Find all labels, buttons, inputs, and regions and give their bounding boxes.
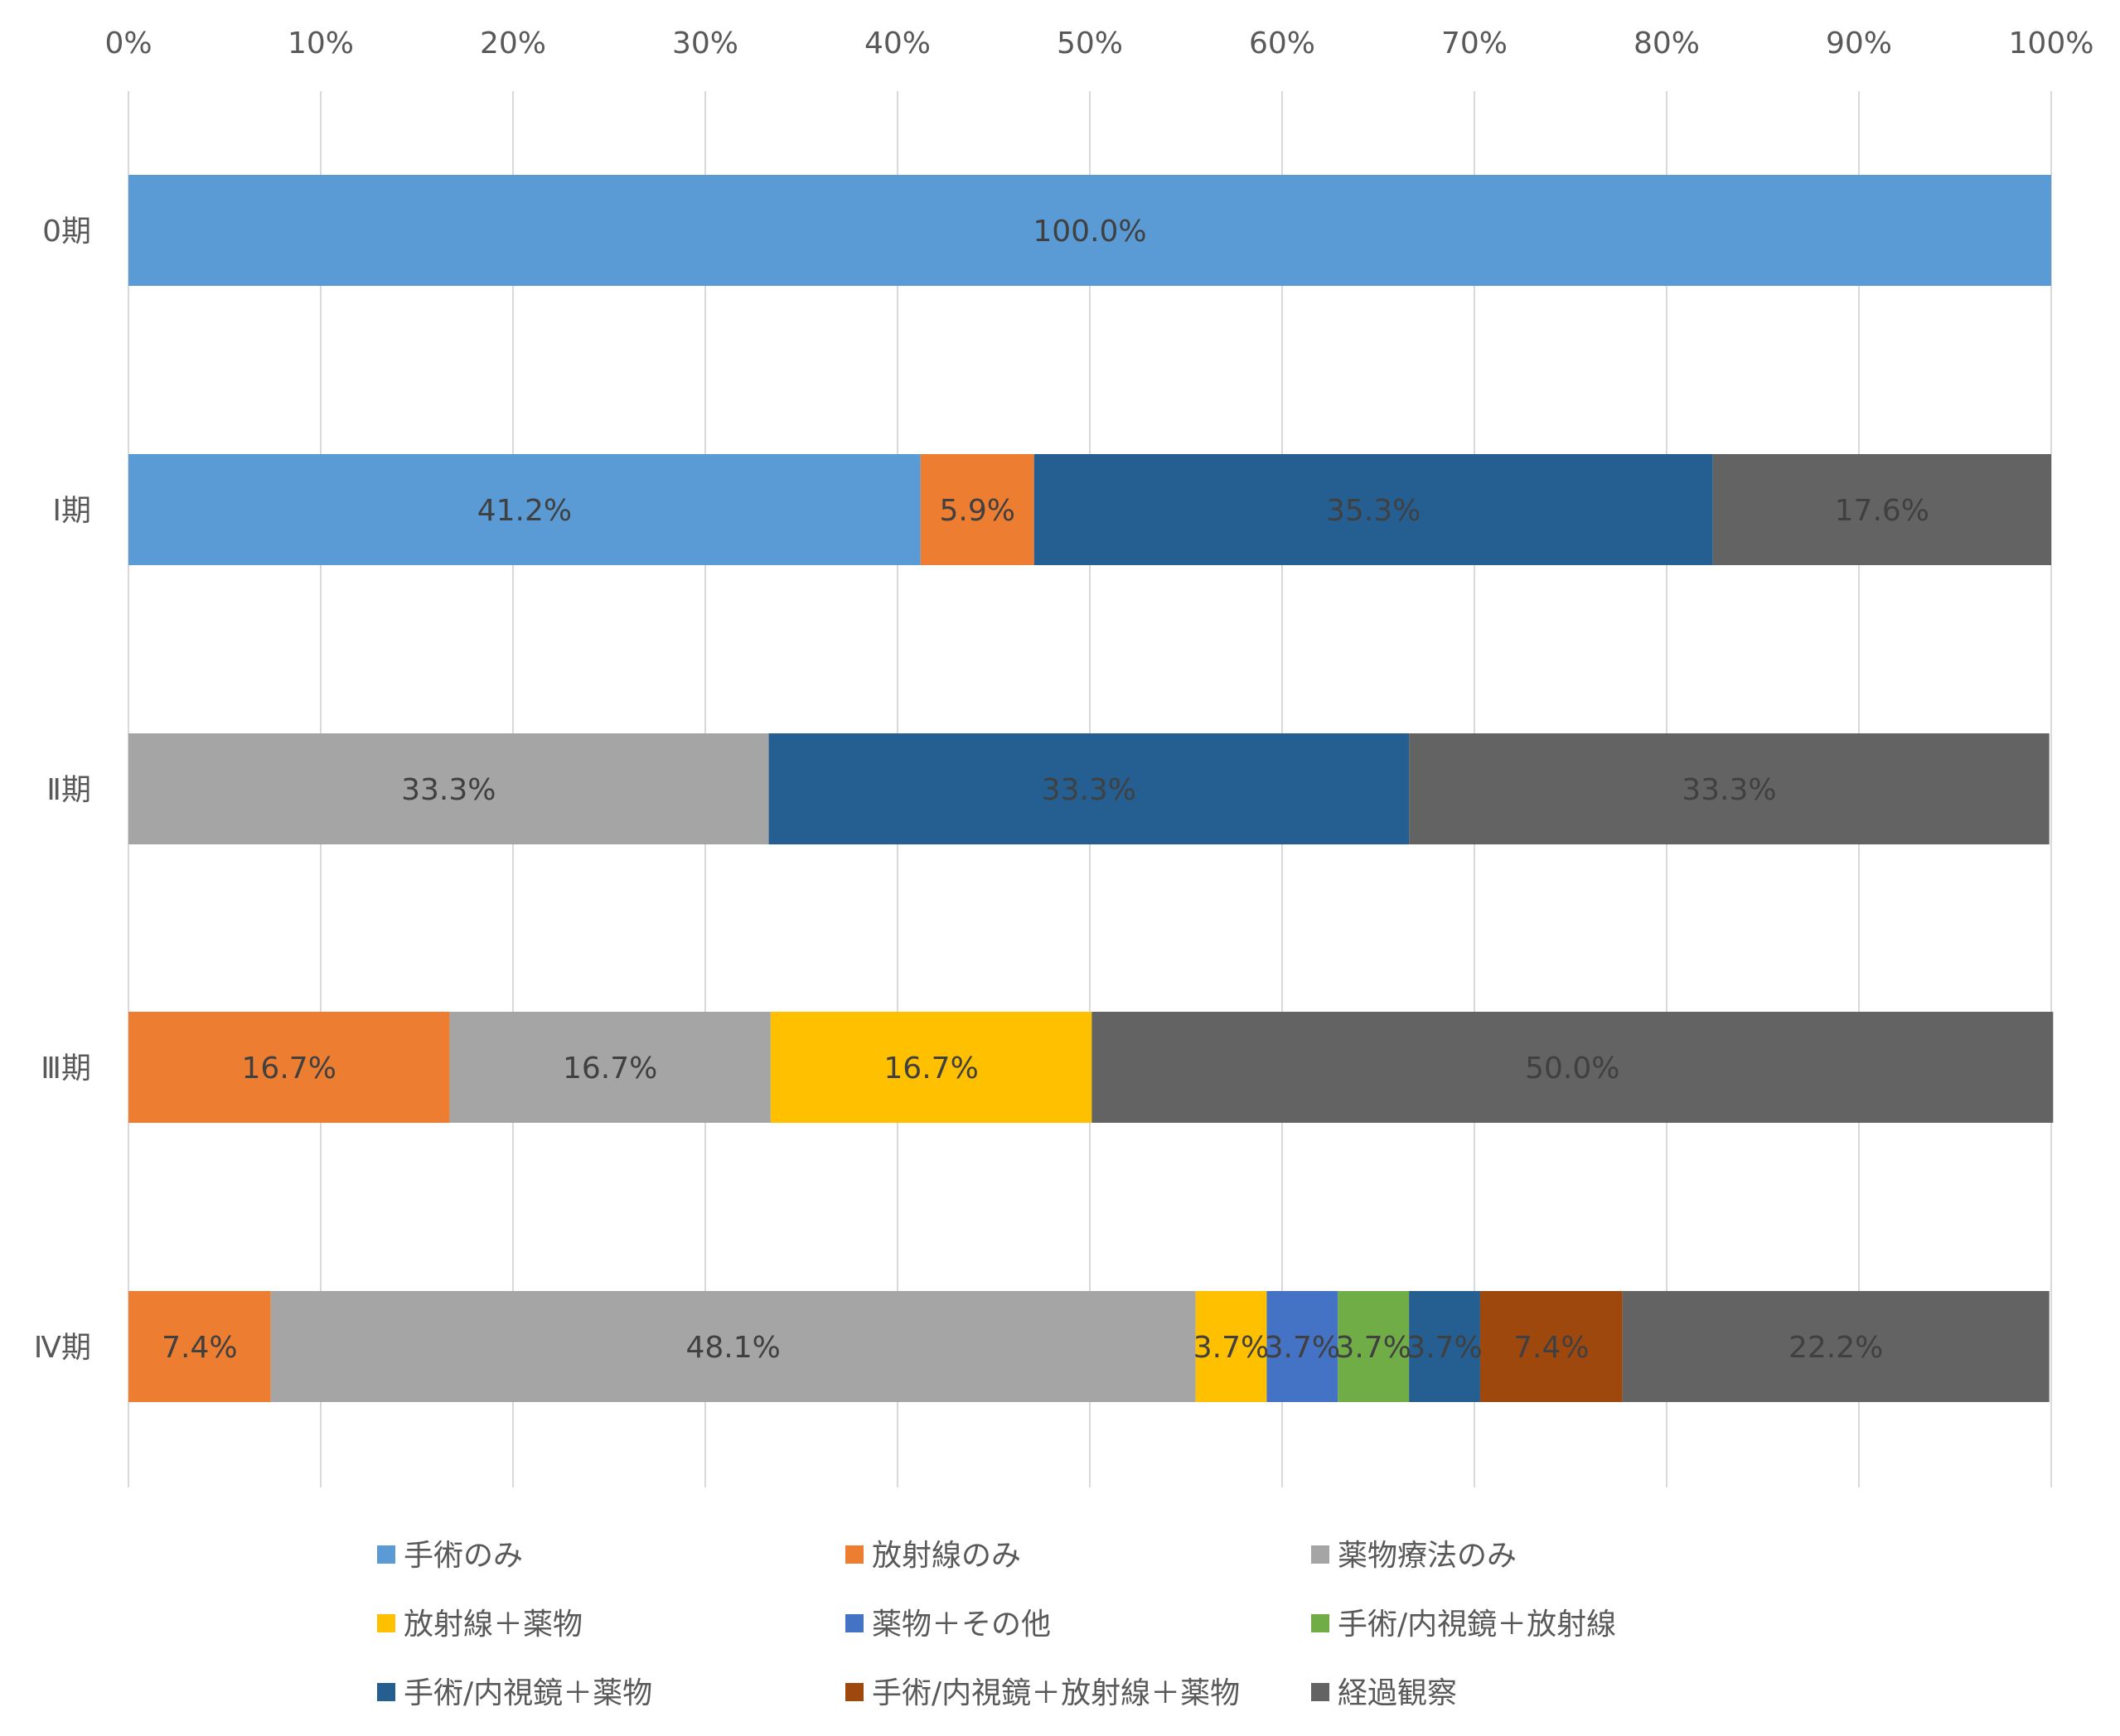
legend-entry: 手術/内視鏡＋薬物 xyxy=(404,1676,652,1710)
legend-swatch xyxy=(377,1683,395,1701)
data-label: 33.3% xyxy=(1682,773,1776,807)
category-label: Ⅱ期 xyxy=(46,773,91,807)
bar-segment xyxy=(1479,1291,1623,1402)
x-tick-label: 70% xyxy=(1441,27,1508,60)
legend-swatch xyxy=(845,1614,864,1632)
legend-entry: 薬物＋その他 xyxy=(872,1608,1051,1642)
bar-segment xyxy=(128,1012,450,1123)
bar-segment xyxy=(1338,1291,1410,1402)
category-label: Ⅲ期 xyxy=(41,1052,91,1086)
data-label: 16.7% xyxy=(883,1052,978,1086)
bar-segment xyxy=(920,454,1034,565)
legend-swatch xyxy=(1311,1683,1329,1701)
data-label: 5.9% xyxy=(940,494,1015,528)
data-label: 7.4% xyxy=(162,1331,237,1365)
x-tick-label: 80% xyxy=(1634,27,1700,60)
x-tick-label: 90% xyxy=(1826,27,1892,60)
bar-segment xyxy=(128,733,769,844)
data-label: 48.1% xyxy=(685,1331,780,1365)
legend-swatch xyxy=(377,1545,395,1564)
data-label: 41.2% xyxy=(477,494,572,528)
category-label: 0期 xyxy=(42,215,91,249)
data-label: 16.7% xyxy=(242,1052,336,1086)
legend-entry: 手術のみ xyxy=(404,1539,523,1573)
legend-entry: 経過観察 xyxy=(1338,1676,1457,1710)
bar-segment xyxy=(128,454,921,565)
data-label: 22.2% xyxy=(1788,1331,1883,1365)
category-label: Ⅰ期 xyxy=(52,494,91,528)
bar-segment xyxy=(1622,1291,2050,1402)
legend-entry: 手術/内視鏡＋放射線 xyxy=(1338,1608,1616,1642)
data-label: 7.4% xyxy=(1513,1331,1589,1365)
x-tick-label: 40% xyxy=(864,27,931,60)
bar-segment xyxy=(1712,454,2051,565)
data-label: 3.7% xyxy=(1265,1331,1340,1365)
bar-segment xyxy=(1195,1291,1267,1402)
x-tick-label: 50% xyxy=(1057,27,1123,60)
bar-segment xyxy=(128,1291,271,1402)
data-label: 33.3% xyxy=(401,773,496,807)
legend-entry: 薬物療法のみ xyxy=(1338,1539,1517,1573)
bar-segment xyxy=(1409,733,2050,844)
legend-swatch xyxy=(845,1545,864,1564)
data-label: 100.0% xyxy=(1033,215,1146,249)
bar-segment xyxy=(270,1291,1196,1402)
bar-segment xyxy=(1033,454,1713,565)
bar-segments xyxy=(128,175,2054,1402)
x-tick-label: 20% xyxy=(480,27,546,60)
bar-segment xyxy=(1091,1012,2054,1123)
category-labels: 0期 Ⅰ期 Ⅱ期 Ⅲ期 Ⅳ期 xyxy=(34,215,91,1365)
bar-segment xyxy=(770,1012,1092,1123)
x-tick-label: 60% xyxy=(1249,27,1315,60)
legend-swatch xyxy=(1311,1614,1329,1632)
data-label: 3.7% xyxy=(1193,1331,1269,1365)
x-axis-tick-labels: 0% 10% 20% 30% 40% 50% 60% 70% 80% 90% 100% xyxy=(104,27,2093,60)
legend-swatch xyxy=(1311,1545,1329,1564)
legend-entry: 放射線のみ xyxy=(872,1539,1021,1573)
legend-entry: 手術/内視鏡＋放射線＋薬物 xyxy=(872,1676,1240,1710)
legend-swatch xyxy=(377,1614,395,1632)
x-tick-label: 0% xyxy=(104,27,152,60)
data-label: 3.7% xyxy=(1335,1331,1411,1365)
data-label: 17.6% xyxy=(1835,494,1929,528)
legend-entry: 放射線＋薬物 xyxy=(404,1608,583,1642)
data-label: 33.3% xyxy=(1042,773,1136,807)
bar-segment xyxy=(768,733,1410,844)
data-label: 3.7% xyxy=(1406,1331,1482,1365)
x-tick-label: 100% xyxy=(2009,27,2094,60)
x-tick-label: 10% xyxy=(288,27,354,60)
legend-swatch xyxy=(845,1683,864,1701)
bar-segment xyxy=(1409,1291,1480,1402)
bar-segment xyxy=(1266,1291,1338,1402)
data-label: 50.0% xyxy=(1525,1052,1619,1086)
bar-segment xyxy=(128,175,2051,286)
data-label: 16.7% xyxy=(563,1052,657,1086)
data-labels: 100.0% 41.2% 5.9% 35.3% 17.6% 33.3% 33.3% 33.3%… xyxy=(162,215,1929,1365)
bar-segment xyxy=(449,1012,771,1123)
x-tick-label: 30% xyxy=(672,27,738,60)
data-label: 35.3% xyxy=(1326,494,1421,528)
category-label: Ⅳ期 xyxy=(34,1331,91,1365)
